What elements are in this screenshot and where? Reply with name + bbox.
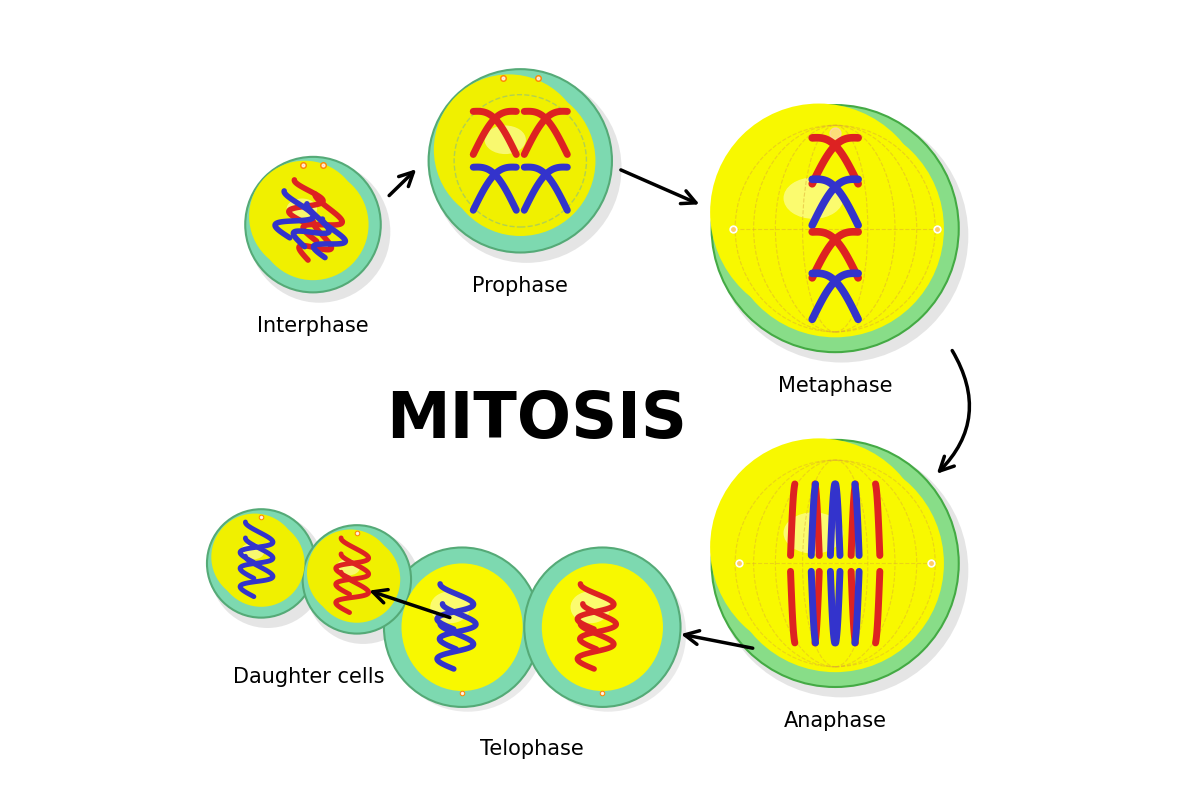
Ellipse shape [302, 525, 412, 634]
Ellipse shape [570, 591, 611, 623]
Ellipse shape [784, 512, 844, 554]
Ellipse shape [240, 542, 277, 579]
Text: Daughter cells: Daughter cells [233, 667, 385, 687]
Ellipse shape [248, 161, 390, 302]
Ellipse shape [314, 537, 389, 611]
Ellipse shape [470, 111, 557, 198]
Ellipse shape [268, 179, 347, 258]
Ellipse shape [715, 444, 968, 698]
Ellipse shape [428, 69, 612, 253]
Ellipse shape [484, 124, 547, 188]
Ellipse shape [304, 215, 319, 231]
Ellipse shape [781, 175, 875, 268]
Ellipse shape [247, 549, 271, 574]
Text: Telophase: Telophase [480, 739, 584, 759]
Ellipse shape [817, 210, 848, 242]
Ellipse shape [710, 103, 928, 321]
Ellipse shape [784, 178, 844, 219]
Ellipse shape [206, 510, 316, 618]
Ellipse shape [402, 563, 523, 691]
Ellipse shape [746, 474, 901, 630]
Ellipse shape [250, 161, 360, 272]
Ellipse shape [295, 206, 326, 238]
Ellipse shape [710, 438, 928, 656]
Ellipse shape [218, 521, 293, 595]
Ellipse shape [715, 109, 968, 362]
Text: Anaphase: Anaphase [784, 711, 887, 731]
Ellipse shape [336, 558, 373, 595]
Ellipse shape [384, 547, 540, 707]
Ellipse shape [313, 536, 401, 622]
Ellipse shape [240, 543, 264, 559]
Text: Prophase: Prophase [473, 277, 569, 297]
Ellipse shape [434, 74, 584, 225]
Ellipse shape [432, 73, 622, 263]
Ellipse shape [430, 591, 470, 623]
Ellipse shape [390, 555, 546, 712]
Ellipse shape [712, 440, 959, 687]
Ellipse shape [210, 514, 325, 628]
Text: Metaphase: Metaphase [778, 376, 893, 396]
Ellipse shape [799, 193, 862, 255]
Ellipse shape [726, 454, 944, 672]
Ellipse shape [258, 170, 354, 265]
Ellipse shape [322, 544, 383, 606]
Text: MITOSIS: MITOSIS [385, 389, 686, 451]
Ellipse shape [763, 157, 888, 282]
Ellipse shape [446, 86, 575, 216]
Ellipse shape [508, 149, 529, 170]
Ellipse shape [746, 139, 901, 294]
Ellipse shape [211, 514, 298, 600]
Ellipse shape [712, 105, 959, 352]
Ellipse shape [342, 565, 367, 590]
Ellipse shape [258, 169, 368, 280]
Ellipse shape [458, 99, 566, 206]
Ellipse shape [485, 126, 526, 154]
Ellipse shape [728, 456, 914, 642]
Ellipse shape [763, 492, 888, 616]
Ellipse shape [329, 551, 378, 601]
Ellipse shape [781, 510, 875, 603]
Ellipse shape [218, 520, 305, 606]
Ellipse shape [276, 188, 340, 252]
Ellipse shape [336, 559, 360, 575]
Ellipse shape [496, 136, 539, 179]
Ellipse shape [254, 556, 266, 569]
Ellipse shape [226, 528, 288, 590]
Ellipse shape [307, 530, 394, 616]
Ellipse shape [817, 546, 848, 577]
Ellipse shape [530, 555, 686, 712]
Ellipse shape [306, 529, 421, 644]
Ellipse shape [349, 572, 362, 585]
Ellipse shape [245, 157, 380, 292]
Ellipse shape [286, 198, 334, 245]
Ellipse shape [542, 563, 662, 691]
Text: Interphase: Interphase [257, 316, 368, 336]
Ellipse shape [287, 198, 317, 220]
Ellipse shape [799, 528, 862, 590]
Ellipse shape [233, 535, 282, 585]
Ellipse shape [726, 120, 944, 338]
Ellipse shape [524, 547, 680, 707]
Ellipse shape [728, 122, 914, 308]
Ellipse shape [445, 86, 595, 236]
